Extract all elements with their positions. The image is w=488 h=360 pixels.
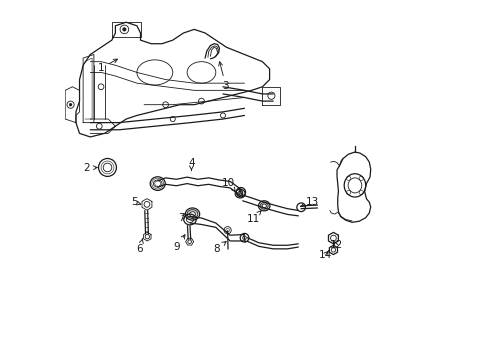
Text: 11: 11: [246, 211, 261, 224]
Text: 3: 3: [218, 62, 229, 91]
Circle shape: [69, 103, 72, 106]
Text: 12: 12: [328, 240, 342, 250]
Ellipse shape: [260, 202, 267, 209]
Circle shape: [122, 28, 126, 31]
Text: 2: 2: [83, 163, 97, 173]
Text: 6: 6: [136, 238, 143, 254]
Text: 14: 14: [318, 249, 331, 260]
Text: 8: 8: [213, 242, 225, 254]
Text: 9: 9: [173, 235, 184, 252]
Text: 13: 13: [300, 197, 319, 207]
Ellipse shape: [187, 210, 198, 219]
Ellipse shape: [189, 212, 195, 216]
Text: 7: 7: [177, 213, 187, 223]
Text: 10: 10: [222, 178, 235, 192]
Text: 4: 4: [188, 158, 194, 171]
Text: 1: 1: [98, 59, 117, 73]
Text: 5: 5: [130, 197, 141, 207]
Ellipse shape: [262, 204, 266, 208]
